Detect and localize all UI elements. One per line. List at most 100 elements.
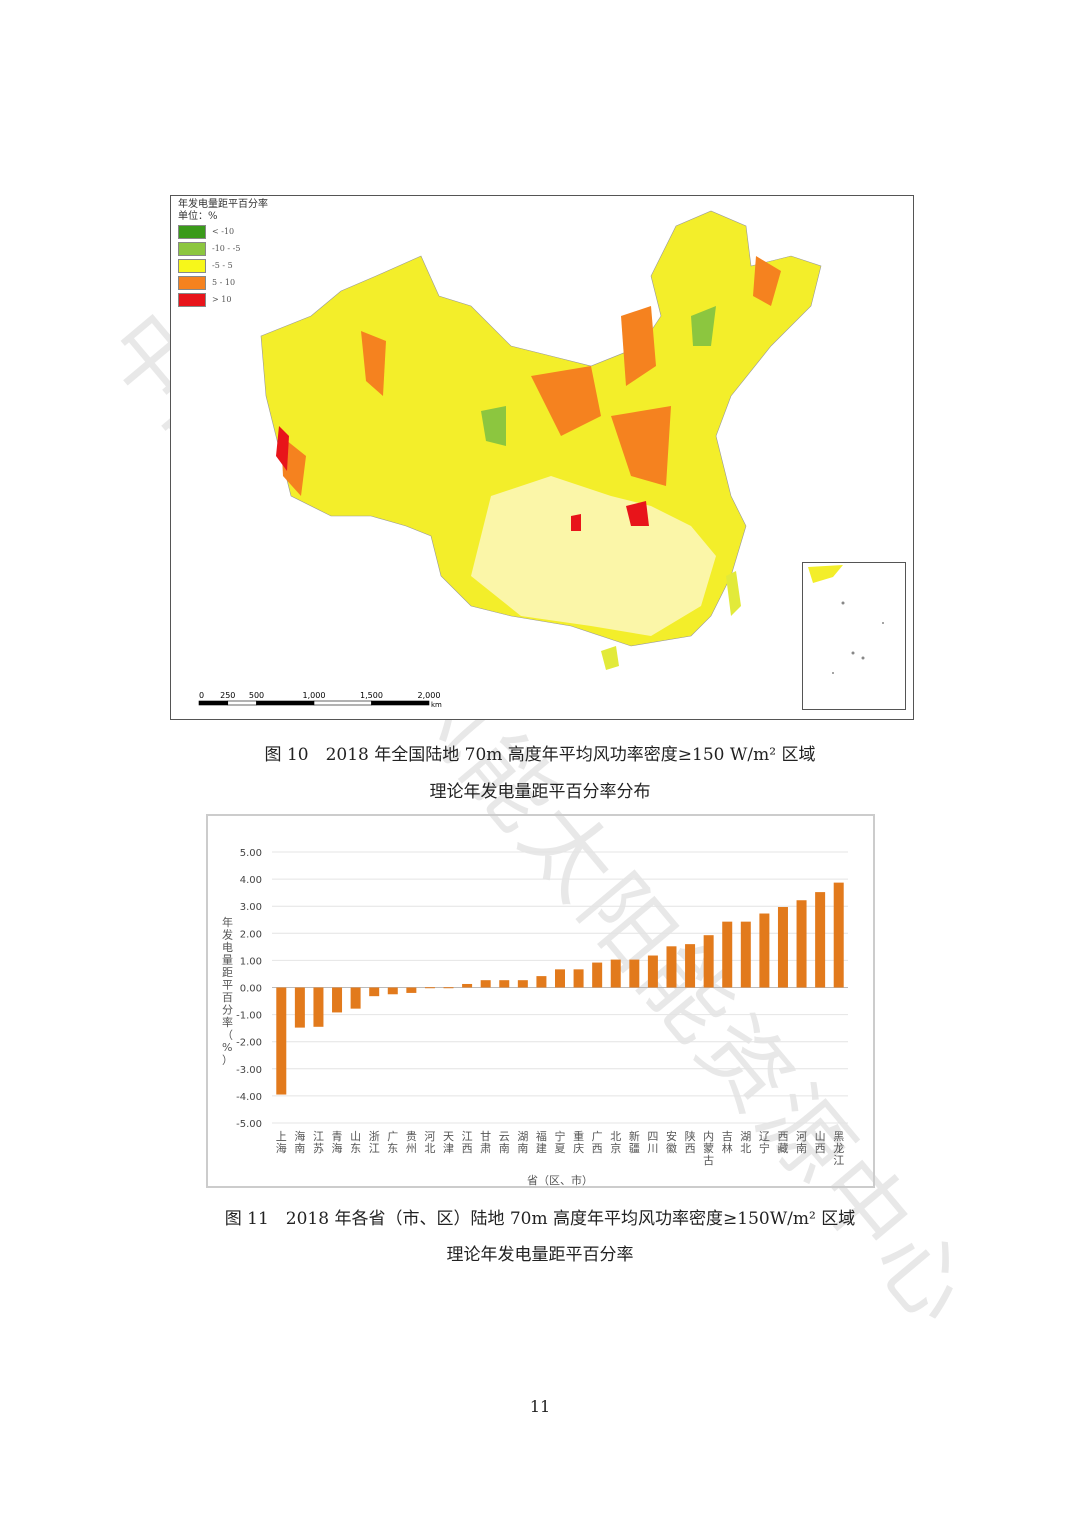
map-orange-zones [281, 256, 781, 496]
bar-四川 [647, 955, 658, 988]
scale-label: 1,000 [303, 691, 326, 700]
x-tick-label: 青海 [332, 1130, 343, 1155]
bar-宁夏 [555, 969, 565, 988]
legend-label: < -10 [212, 226, 235, 236]
legend-label: -5 - 5 [212, 260, 233, 270]
x-tick-label: 北京 [610, 1130, 621, 1155]
x-tick-label: 甘肃 [480, 1130, 491, 1155]
scale-segment [256, 700, 315, 706]
x-tick-label: 浙江 [369, 1130, 380, 1155]
legend-swatch [178, 275, 206, 290]
y-tick-label: 4.00 [240, 875, 262, 886]
x-tick-label: 湖南 [517, 1130, 528, 1155]
x-tick-label: 天津 [443, 1130, 454, 1155]
bar-广东 [387, 987, 398, 995]
legend-unit: 单位：% [178, 211, 218, 222]
china-map [260, 210, 822, 670]
x-tick-label: 云南 [499, 1130, 510, 1155]
x-tick-label: 西藏 [777, 1130, 788, 1155]
bar-吉林 [722, 921, 733, 988]
bar-新疆 [629, 959, 640, 988]
bar-河北 [424, 987, 435, 989]
bar-山东 [350, 987, 361, 1009]
legend-title: 年发电量距平百分率 [178, 199, 268, 210]
bar-北京 [610, 959, 621, 988]
map-legend: 年发电量距平百分率 单位：% < -10 -10 - -5 -5 - 5 5 - 10… [178, 199, 268, 308]
legend-label: -10 - -5 [212, 243, 241, 253]
scale-segment [371, 700, 430, 706]
wind-map-figure: 年发电量距平百分率 单位：% < -10 -10 - -5 -5 - 5 5 - 10… [170, 195, 914, 720]
bar-重庆 [573, 969, 584, 988]
bar-上海 [276, 987, 287, 1095]
x-tick-label: 四川 [647, 1130, 658, 1155]
y-tick-label: -3.00 [236, 1065, 262, 1076]
x-tick-label: 河北 [424, 1130, 435, 1155]
bar-山西 [815, 892, 826, 988]
x-tick-label: 吉林 [722, 1130, 733, 1155]
legend-item: 5 - 10 [178, 274, 268, 291]
x-tick-label: 江西 [462, 1130, 473, 1155]
bar-辽宁 [759, 913, 770, 988]
bar-江西 [462, 983, 473, 988]
bar-黑龙江 [833, 882, 844, 988]
x-tick-label: 贵州 [406, 1130, 417, 1155]
x-tick-label: 海南 [294, 1129, 305, 1155]
scale-label: 1,500 [360, 691, 383, 700]
x-tick-label: 河南 [796, 1130, 807, 1155]
scale-label: 250 [220, 691, 235, 700]
x-tick-label: 黑龙江 [833, 1130, 844, 1167]
x-tick-label: 宁夏 [555, 1129, 566, 1155]
legend-swatch [178, 241, 206, 256]
bar-天津 [443, 987, 454, 989]
scale-bar: 0 250 500 1,000 1,500 2,000 km [197, 690, 442, 712]
bar-福建 [536, 976, 547, 988]
bar-浙江 [369, 987, 380, 997]
bar-内蒙古 [703, 935, 714, 988]
scale-label: 2,000 [418, 691, 441, 700]
figure10-caption-line1: 图 10 2018 年全国陆地 70m 高度年平均风功率密度≥150 W/m² … [264, 745, 816, 765]
legend-item: < -10 [178, 223, 268, 240]
page-number: 11 [529, 1397, 551, 1416]
bar-chart: 5.00 4.00 3.00 2.00 1.00 0.00 -1.00 -2.00 -3.00 -… [222, 848, 848, 1187]
legend-item: -5 - 5 [178, 257, 268, 274]
y-tick-label: 3.00 [240, 902, 262, 913]
legend-swatch [178, 258, 206, 273]
figure10-caption-line2: 理论年发电量距平百分率分布 [429, 782, 651, 802]
y-tick-label: 1.00 [240, 956, 262, 967]
y-tick-label: 5.00 [240, 848, 262, 859]
x-tick-label: 广西 [592, 1130, 603, 1155]
bar-chart-figure: 5.00 4.00 3.00 2.00 1.00 0.00 -1.00 -2.00 -3.00 -… [206, 814, 875, 1188]
x-tick-label: 福建 [536, 1129, 547, 1155]
bar-安徽 [666, 946, 677, 988]
scale-label: 0 [199, 691, 204, 700]
x-tick-label: 山西 [815, 1130, 826, 1155]
scale-segment [198, 700, 229, 706]
legend-item: -10 - -5 [178, 240, 268, 257]
scale-segment [227, 700, 257, 706]
legend-item: > 10 [178, 291, 268, 308]
y-tick-label: -4.00 [236, 1092, 262, 1103]
x-tick-label: 陕西 [685, 1129, 696, 1155]
bar-江苏 [313, 987, 324, 1027]
scale-segment [313, 700, 372, 706]
x-tick-label: 广东 [387, 1130, 398, 1155]
x-tick-label: 湖北 [740, 1130, 751, 1155]
x-tick-label: 山东 [350, 1130, 361, 1155]
legend-swatch [178, 224, 206, 239]
bar-海南 [294, 987, 305, 1028]
bar-湖北 [740, 921, 751, 988]
x-tick-label: 新疆 [629, 1129, 640, 1155]
legend-label: > 10 [212, 294, 232, 304]
bar-西藏 [777, 907, 788, 988]
scale-unit: km [431, 701, 442, 709]
bar-甘肃 [480, 980, 491, 988]
x-axis-label: 省（区、市） [527, 1173, 593, 1186]
x-tick-label: 江苏 [313, 1130, 324, 1155]
bar-云南 [499, 980, 510, 988]
legend-label: 5 - 10 [212, 277, 236, 287]
figure11-caption-line2: 理论年发电量距平百分率 [446, 1245, 634, 1265]
bar-广西 [592, 962, 603, 988]
x-tick-label: 内蒙古 [703, 1129, 714, 1167]
x-tick-label: 安徽 [666, 1129, 677, 1155]
